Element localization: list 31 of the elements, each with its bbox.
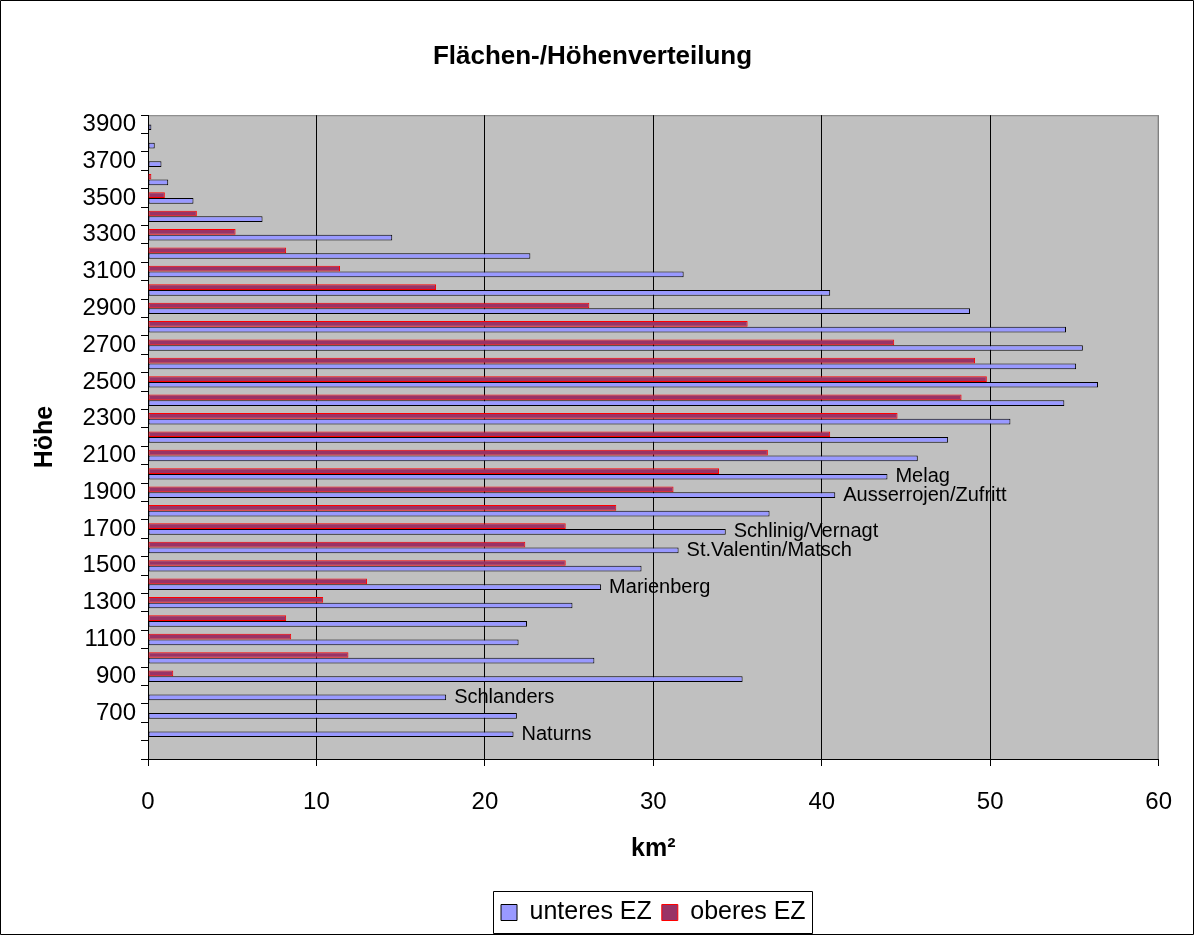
legend-label: unteres EZ	[529, 896, 652, 925]
y-tick-label: 1700	[82, 513, 136, 541]
chart-title: Flächen-/Höhenverteilung	[432, 39, 753, 70]
y-tick-label: 3700	[82, 145, 136, 173]
y-tick-label: 3500	[82, 182, 136, 210]
x-tick-label: 40	[808, 787, 836, 815]
x-axis-title: km²	[631, 832, 676, 861]
x-tick-label: 50	[976, 787, 1004, 815]
x-tick-label: 10	[303, 787, 330, 815]
y-tick-label: 1300	[82, 587, 136, 615]
data-label: Melag	[895, 464, 950, 487]
y-tick-label: 1500	[82, 550, 136, 578]
data-label: Naturns	[521, 721, 592, 744]
y-tick-label: 2100	[82, 440, 136, 468]
y-tick-label: 2300	[82, 403, 136, 431]
y-tick-label: 900	[95, 660, 136, 688]
legend-label: oberes EZ	[690, 896, 806, 925]
y-tick-label: 2900	[82, 292, 136, 320]
x-tick-label: 30	[639, 787, 667, 815]
y-tick-label: 700	[95, 697, 136, 725]
y-tick-label: 1100	[84, 624, 136, 652]
y-tick-label: 1900	[82, 476, 136, 504]
y-tick-label: 3100	[82, 256, 136, 284]
y-tick-label: 3300	[82, 219, 136, 247]
y-tick-label: 2500	[82, 366, 136, 394]
x-tick-label: 20	[471, 787, 499, 815]
y-tick-label: 2700	[82, 329, 136, 357]
x-tick-label: 0	[141, 787, 155, 815]
y-tick-label: 3900	[82, 109, 136, 137]
y-axis-title: Höhe	[28, 405, 57, 469]
x-tick-label: 60	[1145, 787, 1172, 815]
